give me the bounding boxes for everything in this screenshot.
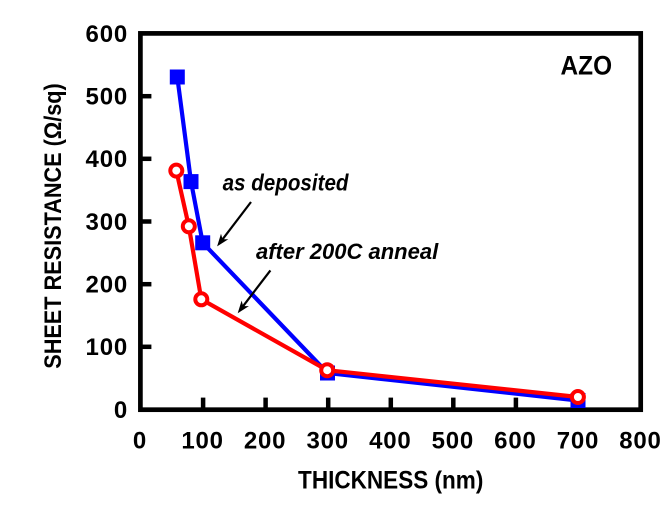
svg-text:as deposited: as deposited [223,170,350,196]
svg-text:600: 600 [494,428,536,455]
svg-text:500: 500 [86,84,128,111]
svg-text:after 200C anneal: after 200C anneal [256,239,439,264]
svg-text:THICKNESS (nm): THICKNESS (nm) [298,466,483,494]
svg-text:500: 500 [432,428,474,455]
svg-text:200: 200 [86,272,128,299]
svg-text:AZO: AZO [561,51,613,81]
svg-text:300: 300 [306,428,348,455]
svg-text:SHEET RESISTANCE (Ω/sq): SHEET RESISTANCE (Ω/sq) [40,83,67,369]
svg-text:0: 0 [133,428,147,455]
svg-text:800: 800 [619,428,661,455]
svg-text:100: 100 [86,334,128,361]
svg-text:400: 400 [369,428,411,455]
svg-text:600: 600 [86,21,128,48]
svg-text:200: 200 [244,428,286,455]
svg-text:100: 100 [181,428,223,455]
svg-text:700: 700 [557,428,599,455]
svg-text:300: 300 [86,209,128,236]
svg-text:0: 0 [114,397,128,424]
svg-text:400: 400 [86,146,128,173]
